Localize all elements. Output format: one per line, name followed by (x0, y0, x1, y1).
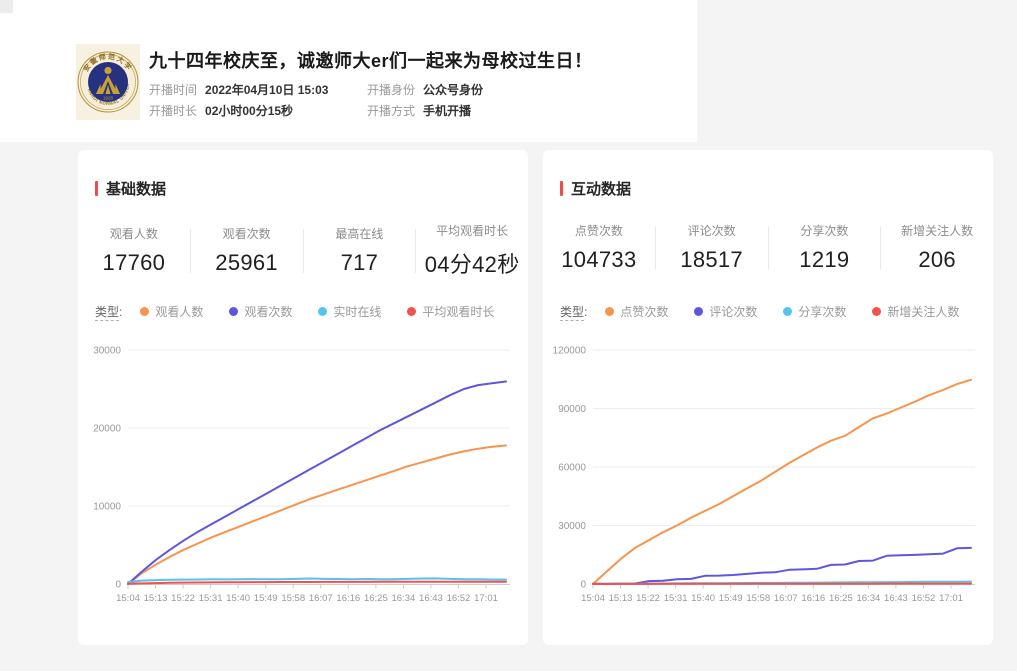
svg-text:15:40: 15:40 (226, 593, 250, 604)
interaction-stats-row: 点赞次数 104733 评论次数 18517 分享次数 1219 新增关注人数 … (543, 222, 993, 273)
svg-text:15:31: 15:31 (664, 593, 688, 604)
legend-item-new-followers[interactable]: 新增关注人数 (872, 303, 959, 320)
interaction-data-title: 互动数据 (560, 178, 631, 199)
legend-dot (318, 307, 328, 316)
svg-text:30000: 30000 (558, 521, 586, 532)
interaction-data-line-chart[interactable]: 0 30000 60000 90000 120000 15:04 15:13 15:22 15:… (543, 332, 993, 612)
svg-text:15:13: 15:13 (609, 593, 633, 604)
svg-text:16:07: 16:07 (774, 593, 798, 604)
basic-data-line-chart[interactable]: 0 10000 20000 30000 15:04 15:13 15:22 15:31 15:4… (78, 332, 528, 612)
svg-text:15:49: 15:49 (719, 593, 743, 604)
svg-text:15:22: 15:22 (636, 593, 660, 604)
basic-stats-row: 观看人数 17760 观看次数 25961 最高在线 717 平均观看时长 04… (78, 222, 528, 279)
stat-shares: 分享次数 1219 (799, 224, 850, 272)
basic-data-card: 基础数据 观看人数 17760 观看次数 25961 最高在线 717 平均观看… (78, 150, 528, 645)
legend-item-viewers[interactable]: 观看人数 (140, 303, 203, 320)
meta-identity: 开播身份 公众号身份 (367, 83, 484, 97)
legend-item-realtime-online[interactable]: 实时在线 (318, 303, 381, 320)
svg-text:16:52: 16:52 (447, 593, 471, 604)
window-corner (0, 0, 13, 13)
stat-viewers: 观看人数 17760 (102, 227, 166, 275)
svg-text:15:40: 15:40 (691, 593, 715, 604)
svg-text:120000: 120000 (553, 346, 587, 357)
svg-text:15:04: 15:04 (581, 593, 605, 604)
legend-item-shares[interactable]: 分享次数 (783, 303, 846, 320)
svg-text:1928: 1928 (103, 96, 114, 101)
svg-text:16:25: 16:25 (364, 593, 388, 604)
interaction-data-card: 互动数据 点赞次数 104733 评论次数 18517 分享次数 1219 新增… (543, 150, 993, 645)
legend-dot (605, 307, 615, 316)
header-band: 安徽师范大学 ANHUI NORMAL UNIVERSITY 1928 九十四年… (0, 0, 697, 142)
svg-text:0: 0 (115, 580, 121, 591)
stat-avg-watch-time: 平均观看时长 04分42秒 (424, 224, 520, 277)
accent-bar (560, 181, 563, 196)
svg-text:20000: 20000 (93, 424, 121, 435)
divider (189, 228, 191, 273)
meta-duration: 开播时长 02小时00分15秒 (149, 104, 294, 118)
basic-legend: 类型: 观看人数 观看次数 实时在线 平均观看时长 (95, 303, 495, 321)
divider (767, 225, 769, 270)
svg-text:16:52: 16:52 (912, 593, 936, 604)
divider (302, 228, 304, 273)
svg-text:15:04: 15:04 (116, 593, 140, 604)
stream-meta: 开播时间 2022年04月10日 15:03 开播身份 公众号身份 开播时长 02小时… (149, 79, 483, 121)
legend-dot (229, 307, 239, 316)
svg-text:15:58: 15:58 (281, 593, 305, 604)
svg-text:15:22: 15:22 (171, 593, 195, 604)
svg-text:16:16: 16:16 (336, 593, 360, 604)
meta-start-time: 开播时间 2022年04月10日 15:03 (149, 83, 329, 97)
svg-text:60000: 60000 (558, 463, 586, 474)
legend-item-comments[interactable]: 评论次数 (694, 303, 757, 320)
divider (415, 228, 417, 273)
divider (654, 225, 656, 270)
legend-item-avg-watch-time[interactable]: 平均观看时长 (407, 303, 494, 320)
svg-text:16:34: 16:34 (391, 593, 415, 604)
stat-new-followers: 新增关注人数 206 (901, 224, 974, 272)
legend-dot (694, 307, 704, 316)
svg-text:16:16: 16:16 (801, 593, 825, 604)
legend-dot (407, 307, 417, 316)
university-seal-icon: 安徽师范大学 ANHUI NORMAL UNIVERSITY 1928 (76, 44, 140, 120)
svg-text:15:58: 15:58 (746, 593, 770, 604)
legend-dot (872, 307, 882, 316)
svg-text:90000: 90000 (558, 404, 586, 415)
stat-peak-online: 最高在线 717 (335, 227, 384, 275)
svg-text:16:43: 16:43 (884, 593, 908, 604)
svg-text:15:31: 15:31 (199, 593, 223, 604)
legend-dot (783, 307, 793, 316)
svg-text:30000: 30000 (93, 346, 121, 357)
stat-views: 观看次数 25961 (215, 227, 278, 275)
legend-item-likes[interactable]: 点赞次数 (605, 303, 668, 320)
svg-text:16:07: 16:07 (309, 593, 333, 604)
stream-title: 九十四年校庆至，诚邀师大er们一起来为母校过生日！ (149, 51, 593, 71)
meta-method: 开播方式 手机开播 (367, 104, 472, 118)
svg-text:17:01: 17:01 (939, 593, 963, 604)
university-logo: 安徽师范大学 ANHUI NORMAL UNIVERSITY 1928 (76, 44, 140, 120)
svg-text:15:13: 15:13 (144, 593, 168, 604)
divider (880, 225, 882, 270)
svg-text:15:49: 15:49 (254, 593, 278, 604)
svg-text:16:34: 16:34 (856, 593, 880, 604)
svg-text:10000: 10000 (93, 502, 121, 513)
svg-text:0: 0 (580, 580, 586, 591)
basic-data-title: 基础数据 (95, 178, 166, 199)
svg-text:16:43: 16:43 (419, 593, 443, 604)
svg-text:17:01: 17:01 (474, 593, 498, 604)
accent-bar (95, 181, 98, 196)
interaction-legend: 类型: 点赞次数 评论次数 分享次数 新增关注人数 (560, 303, 960, 321)
legend-item-views[interactable]: 观看次数 (229, 303, 292, 320)
legend-dot (140, 307, 150, 316)
stat-likes: 点赞次数 104733 (561, 224, 637, 272)
stat-comments: 评论次数 18517 (680, 224, 743, 272)
svg-text:16:25: 16:25 (829, 593, 853, 604)
